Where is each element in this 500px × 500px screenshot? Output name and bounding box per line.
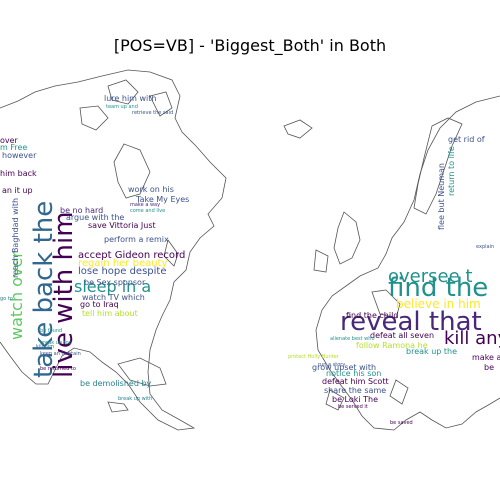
na-word: him back	[0, 169, 37, 178]
na-word: go to Iraq	[80, 300, 119, 309]
na-word: make a way	[130, 202, 160, 208]
eu-word: be Loki The	[332, 395, 378, 404]
eu-word: find the	[388, 273, 488, 303]
eu-word: be saved	[390, 420, 413, 426]
na-word: break up too	[40, 340, 72, 346]
na-word: regain her beauty	[78, 258, 167, 269]
na-word: team up and	[106, 104, 138, 110]
eu-word: run a story	[318, 362, 345, 368]
eu-word: reveal that	[340, 307, 482, 337]
na-word: live with him	[49, 211, 79, 378]
north-america-outline	[0, 69, 227, 431]
na-word: make it	[0, 251, 2, 270]
na-word: break up with	[118, 396, 152, 402]
na-word: lure him with	[104, 94, 156, 103]
eu-word: notice his son	[326, 369, 381, 378]
chart-title: [POS=VB] - 'Biggest_Both' in Both	[113, 36, 387, 55]
eu-word: believe in him	[396, 297, 481, 311]
na-word: however	[2, 151, 37, 160]
na-word: argue with the	[66, 213, 124, 222]
eu-word: share the same	[324, 386, 386, 395]
eu-word: defeat him Scott	[322, 377, 389, 386]
eu-word: break up the	[406, 347, 457, 356]
eu-word: be	[484, 363, 494, 372]
na-word: retrieve the said	[132, 110, 173, 116]
na-word: keep an Captain	[40, 351, 81, 357]
eu-word: defeat all seven	[370, 331, 434, 340]
na-word: be no hard	[60, 206, 103, 215]
eu-word: get rid of	[448, 135, 485, 144]
na-word: Take My Eyes	[135, 195, 189, 204]
na-word: be demolished by	[80, 379, 152, 388]
na-word: accept Gideon record	[78, 250, 185, 261]
europe-word-cloud: find the reveal that oversee t believe in h…	[288, 135, 500, 426]
eu-word: explain	[476, 244, 494, 250]
eu-word: make a	[472, 353, 500, 362]
na-word: take back the	[29, 201, 59, 378]
na-word: come and live	[130, 208, 165, 214]
na-word: tell him about	[82, 309, 138, 318]
na-word: watch TV which	[82, 293, 145, 302]
europe-outline	[283, 95, 500, 431]
eu-word: kill any	[444, 328, 500, 349]
na-word: save Vittoria Just	[88, 221, 156, 230]
eu-word: oversee t	[388, 266, 472, 287]
na-word: lose hope despite	[78, 266, 166, 277]
na-word: be found	[40, 328, 62, 334]
na-word: work on his	[128, 185, 174, 194]
eu-word: be served it	[338, 404, 368, 410]
eu-word: follow Ramona he	[356, 341, 428, 350]
eu-word: protect Holly Hunter	[288, 354, 340, 360]
eu-word: grow upset with	[312, 363, 376, 372]
na-word: watch over	[7, 251, 26, 340]
na-word: sleep in a	[74, 277, 151, 296]
na-word: an it up	[2, 186, 33, 195]
na-word: go to	[0, 296, 13, 302]
na-word: kill him	[36, 344, 54, 350]
eu-word: alienate best who	[330, 336, 375, 342]
eu-word: return to life	[447, 146, 456, 196]
na-word: perform a remix	[104, 235, 169, 244]
na-word: be Sex sponsor	[84, 278, 146, 287]
na-word: be returned to	[40, 366, 76, 372]
na-word: m Free	[0, 143, 27, 152]
eu-word: find the child	[346, 311, 398, 320]
na-word: over	[0, 136, 19, 145]
na-word: reach Baghdad with	[11, 198, 20, 278]
eu-word: flee but Neuman	[437, 163, 446, 230]
